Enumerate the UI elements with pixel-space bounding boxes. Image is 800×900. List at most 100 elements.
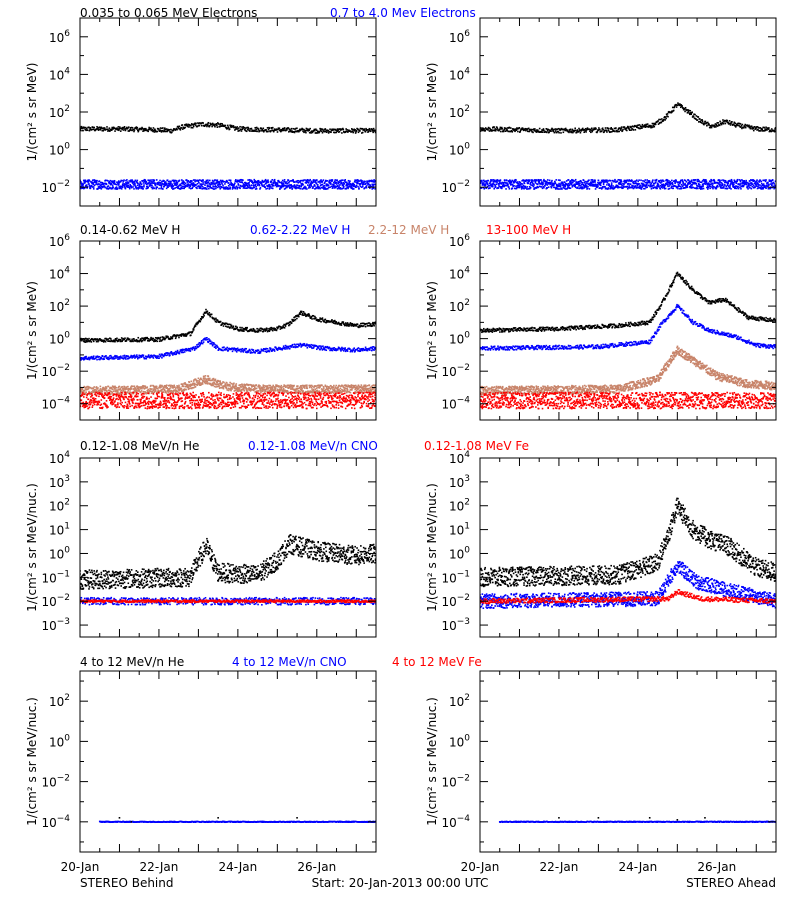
data-point — [163, 130, 165, 133]
data-point — [249, 329, 252, 332]
data-point — [154, 356, 157, 359]
data-point — [209, 340, 212, 343]
data-point — [646, 182, 649, 184]
data-point — [487, 129, 489, 131]
data-point — [176, 184, 178, 186]
data-point — [252, 349, 255, 351]
data-point — [178, 179, 181, 182]
data-point — [81, 358, 83, 361]
data-point — [89, 357, 91, 359]
data-point — [350, 187, 353, 190]
data-point — [309, 317, 312, 319]
data-point — [355, 184, 358, 187]
data-point — [587, 185, 589, 188]
data-point — [560, 132, 562, 134]
data-point — [658, 180, 661, 183]
data-point — [540, 179, 542, 181]
data-point — [649, 185, 651, 188]
data-point — [180, 335, 183, 337]
data-point — [297, 314, 300, 317]
data-point — [765, 179, 767, 181]
data-point — [638, 127, 640, 130]
data-point — [542, 185, 545, 188]
data-point — [178, 125, 181, 128]
data-point — [127, 358, 129, 360]
data-point — [97, 356, 100, 358]
data-point — [158, 130, 161, 132]
data-point — [100, 357, 103, 360]
data-point — [304, 129, 307, 132]
data-point — [195, 322, 198, 325]
data-point — [208, 124, 211, 127]
data-point — [365, 186, 367, 188]
data-point — [281, 127, 284, 130]
data-point — [194, 325, 197, 327]
data-point — [223, 346, 225, 348]
data-point — [98, 358, 100, 361]
y-tick-label: 10−2 — [41, 179, 70, 195]
data-point — [296, 187, 299, 189]
data-point — [768, 127, 770, 129]
data-point — [212, 343, 214, 346]
data-point — [280, 186, 283, 189]
data-point — [116, 355, 118, 357]
data-point — [234, 347, 236, 350]
data-point — [286, 129, 288, 131]
data-point — [82, 184, 84, 187]
data-point — [139, 181, 141, 183]
data-point — [124, 187, 127, 190]
data-point — [508, 180, 510, 183]
data-point — [598, 183, 601, 186]
data-point — [83, 338, 86, 341]
data-point — [744, 126, 747, 129]
data-point — [698, 121, 700, 123]
data-point — [166, 129, 169, 132]
data-point — [348, 325, 350, 327]
data-point — [367, 130, 370, 133]
data-point — [138, 187, 140, 189]
data-point — [179, 351, 181, 353]
data-point — [133, 188, 135, 190]
data-point — [258, 352, 261, 355]
data-point — [365, 186, 368, 189]
data-point — [647, 184, 650, 187]
data-point — [273, 178, 276, 181]
data-point — [684, 110, 686, 113]
data-point — [100, 184, 102, 187]
data-point — [106, 179, 108, 182]
data-point — [702, 185, 704, 188]
data-point — [170, 350, 173, 353]
data-point — [233, 126, 236, 129]
data-point — [239, 184, 242, 187]
data-point — [162, 188, 164, 190]
data-point — [724, 187, 727, 190]
data-point — [724, 180, 727, 183]
data-point — [712, 182, 714, 185]
data-point — [221, 124, 224, 127]
data-point — [591, 179, 594, 181]
data-point — [307, 187, 310, 189]
data-point — [680, 183, 683, 186]
data-point — [307, 129, 310, 132]
data-point — [270, 180, 273, 183]
data-point — [597, 185, 599, 188]
data-point — [557, 130, 559, 133]
data-point — [229, 187, 231, 190]
data-point — [92, 355, 95, 358]
data-point — [308, 180, 311, 182]
data-point — [680, 104, 683, 106]
data-point — [274, 346, 277, 348]
data-point — [491, 184, 494, 186]
data-point — [700, 122, 703, 124]
data-point — [517, 186, 519, 189]
data-point — [315, 186, 318, 189]
data-point — [330, 185, 333, 188]
data-point — [216, 180, 219, 183]
data-point — [742, 181, 745, 183]
data-point — [545, 180, 547, 183]
data-point — [325, 184, 328, 187]
data-point — [766, 129, 768, 131]
data-point — [106, 128, 109, 131]
data-point — [574, 184, 576, 187]
data-point — [756, 129, 758, 131]
